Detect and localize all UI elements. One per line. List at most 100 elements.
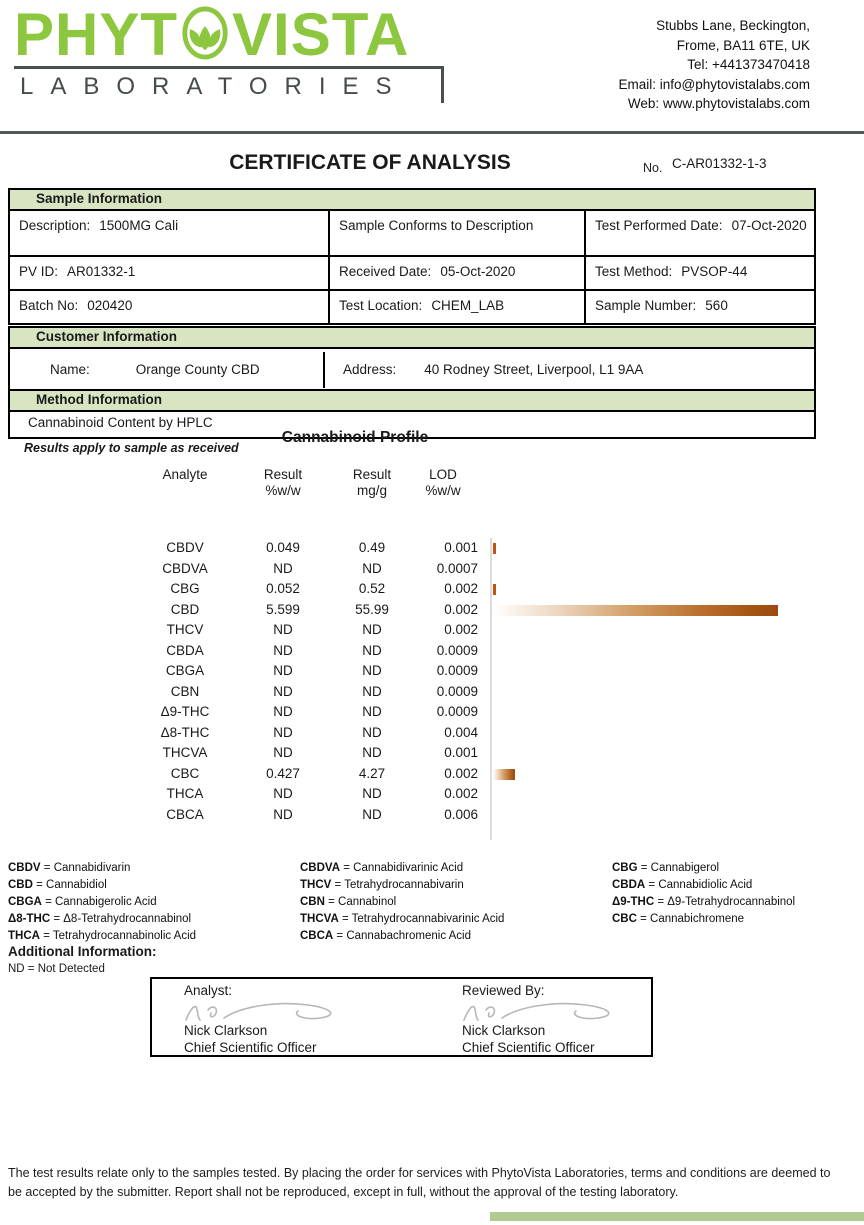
abbreviation-item: CBC = Cannabichromene — [612, 913, 745, 925]
analyte-row: CBCA ND ND 0.006 — [0, 805, 864, 826]
result-mgg-value: 0.52 — [358, 581, 386, 596]
sample-cell-label: Test Performed Date: — [595, 218, 723, 233]
result-mgg-value: ND — [362, 622, 382, 637]
abbreviation-code: CBG — [612, 862, 638, 874]
sample-cell: Test Performed Date: 07-Oct-2020 — [586, 211, 814, 257]
sample-cell-value: Sample Conforms to Description — [339, 218, 534, 233]
result-pct-value: ND — [273, 642, 293, 658]
analyte-name: CBC — [170, 765, 200, 781]
sample-cell-value: 020420 — [87, 298, 133, 313]
lod-value: 0.004 — [444, 724, 478, 740]
footer-accent-bar — [490, 1212, 864, 1221]
abbreviation-item: CBCA = Cannabachromenic Acid — [300, 930, 471, 942]
sample-cell-value: 07-Oct-2020 — [731, 218, 807, 233]
result-bar — [493, 604, 778, 616]
abbreviation-code: CBDV — [8, 862, 41, 874]
result-mgg-value: ND — [362, 786, 382, 801]
result-pct-value: ND — [273, 724, 293, 740]
page-title: CERTIFICATE OF ANALYSIS — [229, 151, 511, 174]
analyte-row: THCV ND ND 0.002 — [0, 620, 864, 641]
phytovista-logo: PHYT VISTA LABORATORIES — [14, 4, 444, 103]
analyte-row: CBDA ND ND 0.0009 — [0, 641, 864, 662]
analyte-name: CBG — [170, 581, 200, 596]
contact-address-line2: Frome, BA11 6TE, UK — [676, 37, 810, 53]
reviewer-role: Chief Scientific Officer — [462, 1040, 595, 1055]
col-header-lod: LOD %w/w — [425, 467, 461, 498]
header-divider — [0, 131, 864, 134]
sample-information-table: Description: 1500MG Cali Sample Conforms t… — [10, 211, 814, 323]
analyte-row: CBGA ND ND 0.0009 — [0, 661, 864, 682]
lod-value: 0.006 — [444, 806, 478, 822]
analyte-name: CBDV — [166, 540, 204, 555]
abbreviation-item: CBDV = Cannabidivarin — [8, 862, 131, 874]
result-bar — [493, 543, 496, 554]
additional-information-title: Additional Information: — [8, 944, 157, 959]
sample-cell-value: 1500MG Cali — [99, 218, 179, 233]
result-mgg-value: ND — [362, 724, 382, 740]
sample-cell: Sample Number: 560 — [586, 291, 814, 323]
contact-web: Web: www.phytovistalabs.com — [627, 96, 810, 111]
lod-value: 0.0009 — [436, 642, 478, 658]
analyst-role: Chief Scientific Officer — [184, 1040, 317, 1055]
abbreviation-item: CBN = Cannabinol — [300, 896, 397, 908]
result-mgg-value: ND — [362, 663, 382, 678]
lod-value: 0.001 — [444, 540, 478, 555]
leaf-logo-icon — [182, 6, 228, 60]
result-bar — [493, 584, 496, 595]
analyte-row: THCA ND ND 0.002 — [0, 784, 864, 805]
bar-chart-axis — [490, 538, 492, 840]
abbreviation-code: CBD — [8, 879, 33, 891]
lod-value: 0.0009 — [436, 704, 478, 719]
sample-cell: Sample Conforms to Description — [330, 211, 586, 257]
sample-cell-label: Description: — [19, 218, 91, 233]
brand-text-right: VISTA — [232, 1, 410, 68]
result-pct-value: 0.427 — [266, 765, 300, 781]
sample-cell-label: Test Location: — [339, 298, 423, 313]
analyte-row: Δ9-THC ND ND 0.0009 — [0, 702, 864, 723]
analyst-signature — [185, 1002, 332, 1021]
result-pct-value: 5.599 — [266, 601, 300, 617]
sample-cell: Batch No: 020420 — [10, 291, 330, 323]
abbreviation-item: THCVA = Tetrahydrocannabivarinic Acid — [300, 913, 505, 925]
reviewer-name: Nick Clarkson — [462, 1023, 546, 1038]
analyte-name: THCV — [166, 622, 204, 637]
lod-value: 0.002 — [444, 765, 478, 781]
analyte-name: CBDVA — [162, 560, 208, 576]
disclaimer-text: The test results relate only to the samp… — [8, 1166, 831, 1199]
lab-contact-block: Stubbs Lane, Beckington, Frome, BA11 6TE… — [618, 16, 810, 114]
certificate-no-label: No. — [643, 161, 663, 175]
brand-wordmark: PHYT VISTA — [14, 4, 444, 66]
sample-cell-label: Received Date: — [339, 264, 432, 279]
abbreviation-item: THCA = Tetrahydrocannabinolic Acid — [8, 930, 197, 942]
analyte-table: CBDV 0.049 0.49 0.001 CBDVA ND ND 0.0007 CBG 0.05… — [0, 538, 864, 825]
result-mgg-value: 0.49 — [358, 540, 386, 555]
contact-phone: Tel: +441373470418 — [687, 57, 810, 72]
abbreviations-column-3: CBG = Cannabigerol CBDA = Cannabidiolic A… — [612, 860, 860, 928]
signature-box: Analyst: Nick Clarkson Chief Scientific … — [150, 977, 653, 1057]
method-value: Cannabinoid Content by HPLC — [28, 415, 213, 430]
customer-row: Name: Orange County CBD Address: 40 Rodney… — [10, 349, 814, 391]
analyte-row: CBC 0.427 4.27 0.002 — [0, 764, 864, 785]
abbreviations-column-2: CBDVA = Cannabidivarinic Acid THCV = Tetr… — [300, 860, 600, 945]
customer-name-cell: Name: Orange County CBD — [10, 352, 325, 388]
abbreviation-code: CBN — [300, 896, 325, 908]
customer-name-value: Orange County CBD — [135, 362, 260, 377]
abbreviation-item: CBDVA = Cannabidivarinic Acid — [300, 862, 464, 874]
analyte-name: CBGA — [165, 663, 205, 678]
method-information-section: Method Information Cannabinoid Content b… — [8, 389, 816, 439]
sample-cell: PV ID: AR01332-1 — [10, 257, 330, 291]
sample-cell: Received Date: 05-Oct-2020 — [330, 257, 586, 291]
sample-cell-label: Batch No: — [19, 298, 79, 313]
sample-cell-value: CHEM_LAB — [431, 298, 505, 313]
reviewer-signature — [463, 1002, 610, 1021]
abbreviation-item: CBD = Cannabidiol — [8, 879, 107, 891]
abbreviation-item: CBG = Cannabigerol — [612, 862, 720, 874]
result-mgg-value: ND — [362, 704, 382, 719]
result-pct-value: ND — [273, 622, 293, 637]
lod-value: 0.0007 — [436, 560, 478, 576]
sample-cell-value: AR01332-1 — [67, 264, 136, 279]
customer-address-label: Address: — [343, 362, 397, 377]
abbreviation-code: CBGA — [8, 896, 42, 908]
contact-email: Email: info@phytovistalabs.com — [618, 76, 810, 92]
